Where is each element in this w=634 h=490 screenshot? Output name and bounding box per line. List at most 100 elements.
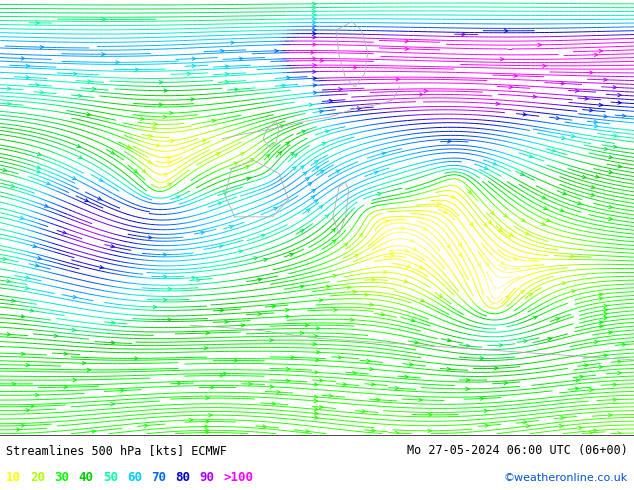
FancyArrowPatch shape xyxy=(306,177,309,181)
FancyArrowPatch shape xyxy=(599,49,602,52)
FancyArrowPatch shape xyxy=(264,258,267,262)
FancyArrowPatch shape xyxy=(484,166,488,169)
FancyArrowPatch shape xyxy=(100,266,103,269)
FancyArrowPatch shape xyxy=(37,256,41,260)
FancyArrowPatch shape xyxy=(372,383,375,386)
FancyArrowPatch shape xyxy=(142,169,146,172)
FancyArrowPatch shape xyxy=(604,115,607,118)
FancyArrowPatch shape xyxy=(486,263,489,267)
FancyArrowPatch shape xyxy=(249,382,252,386)
FancyArrowPatch shape xyxy=(562,282,566,285)
FancyArrowPatch shape xyxy=(7,333,11,336)
FancyArrowPatch shape xyxy=(582,175,586,178)
FancyArrowPatch shape xyxy=(562,136,565,140)
FancyArrowPatch shape xyxy=(410,239,413,242)
FancyArrowPatch shape xyxy=(552,149,555,152)
FancyArrowPatch shape xyxy=(3,169,6,171)
FancyArrowPatch shape xyxy=(163,115,167,119)
FancyArrowPatch shape xyxy=(618,371,621,375)
FancyArrowPatch shape xyxy=(595,124,598,128)
FancyArrowPatch shape xyxy=(313,57,316,60)
FancyArrowPatch shape xyxy=(336,170,340,173)
FancyArrowPatch shape xyxy=(480,357,484,360)
FancyArrowPatch shape xyxy=(415,341,418,344)
FancyArrowPatch shape xyxy=(359,233,362,237)
FancyArrowPatch shape xyxy=(401,226,404,230)
FancyArrowPatch shape xyxy=(385,220,389,223)
FancyArrowPatch shape xyxy=(135,68,139,71)
FancyArrowPatch shape xyxy=(84,198,88,202)
FancyArrowPatch shape xyxy=(329,99,333,102)
FancyArrowPatch shape xyxy=(111,151,114,154)
FancyArrowPatch shape xyxy=(509,233,513,236)
FancyArrowPatch shape xyxy=(216,153,219,156)
FancyArrowPatch shape xyxy=(26,64,29,68)
FancyArrowPatch shape xyxy=(63,231,67,234)
FancyArrowPatch shape xyxy=(87,113,90,116)
FancyArrowPatch shape xyxy=(225,320,228,323)
FancyArrowPatch shape xyxy=(599,103,602,107)
FancyArrowPatch shape xyxy=(585,364,588,367)
FancyArrowPatch shape xyxy=(609,217,612,220)
FancyArrowPatch shape xyxy=(258,312,261,316)
FancyArrowPatch shape xyxy=(313,91,317,95)
FancyArrowPatch shape xyxy=(405,40,408,43)
FancyArrowPatch shape xyxy=(488,220,491,224)
FancyArrowPatch shape xyxy=(313,2,316,5)
FancyArrowPatch shape xyxy=(314,416,318,419)
FancyArrowPatch shape xyxy=(521,172,524,175)
FancyArrowPatch shape xyxy=(164,89,167,92)
FancyArrowPatch shape xyxy=(282,84,285,87)
FancyArrowPatch shape xyxy=(20,216,23,220)
FancyArrowPatch shape xyxy=(210,386,214,389)
FancyArrowPatch shape xyxy=(590,109,593,112)
FancyArrowPatch shape xyxy=(11,184,15,188)
FancyArrowPatch shape xyxy=(99,178,103,181)
FancyArrowPatch shape xyxy=(74,72,77,75)
Text: 80: 80 xyxy=(175,471,190,484)
FancyArrowPatch shape xyxy=(618,432,621,435)
FancyArrowPatch shape xyxy=(613,134,617,137)
FancyArrowPatch shape xyxy=(404,279,407,283)
FancyArrowPatch shape xyxy=(192,64,195,68)
FancyArrowPatch shape xyxy=(273,207,277,211)
FancyArrowPatch shape xyxy=(466,344,470,347)
Text: 50: 50 xyxy=(103,471,118,484)
FancyArrowPatch shape xyxy=(41,91,44,94)
FancyArrowPatch shape xyxy=(26,75,30,79)
FancyArrowPatch shape xyxy=(420,298,424,302)
FancyArrowPatch shape xyxy=(72,328,75,332)
FancyArrowPatch shape xyxy=(301,166,304,169)
FancyArrowPatch shape xyxy=(225,80,229,84)
FancyArrowPatch shape xyxy=(424,89,427,93)
Text: 40: 40 xyxy=(79,471,94,484)
FancyArrowPatch shape xyxy=(37,166,40,169)
FancyArrowPatch shape xyxy=(242,324,245,327)
FancyArrowPatch shape xyxy=(448,339,451,342)
FancyArrowPatch shape xyxy=(168,318,171,321)
FancyArrowPatch shape xyxy=(370,368,373,371)
FancyArrowPatch shape xyxy=(313,10,316,13)
FancyArrowPatch shape xyxy=(219,245,223,248)
FancyArrowPatch shape xyxy=(225,65,229,68)
FancyArrowPatch shape xyxy=(7,102,11,105)
FancyArrowPatch shape xyxy=(26,364,29,367)
FancyArrowPatch shape xyxy=(514,257,517,261)
FancyArrowPatch shape xyxy=(314,399,318,403)
FancyArrowPatch shape xyxy=(613,86,616,89)
FancyArrowPatch shape xyxy=(462,33,465,36)
FancyArrowPatch shape xyxy=(609,205,612,209)
FancyArrowPatch shape xyxy=(559,424,563,428)
FancyArrowPatch shape xyxy=(205,425,208,428)
FancyArrowPatch shape xyxy=(343,383,347,386)
FancyArrowPatch shape xyxy=(365,293,368,296)
FancyArrowPatch shape xyxy=(354,66,357,69)
FancyArrowPatch shape xyxy=(153,305,157,309)
FancyArrowPatch shape xyxy=(30,405,34,408)
FancyArrowPatch shape xyxy=(528,294,532,296)
FancyArrowPatch shape xyxy=(599,293,603,296)
FancyArrowPatch shape xyxy=(575,89,579,93)
FancyArrowPatch shape xyxy=(221,49,224,52)
FancyArrowPatch shape xyxy=(230,225,233,229)
FancyArrowPatch shape xyxy=(254,257,257,260)
